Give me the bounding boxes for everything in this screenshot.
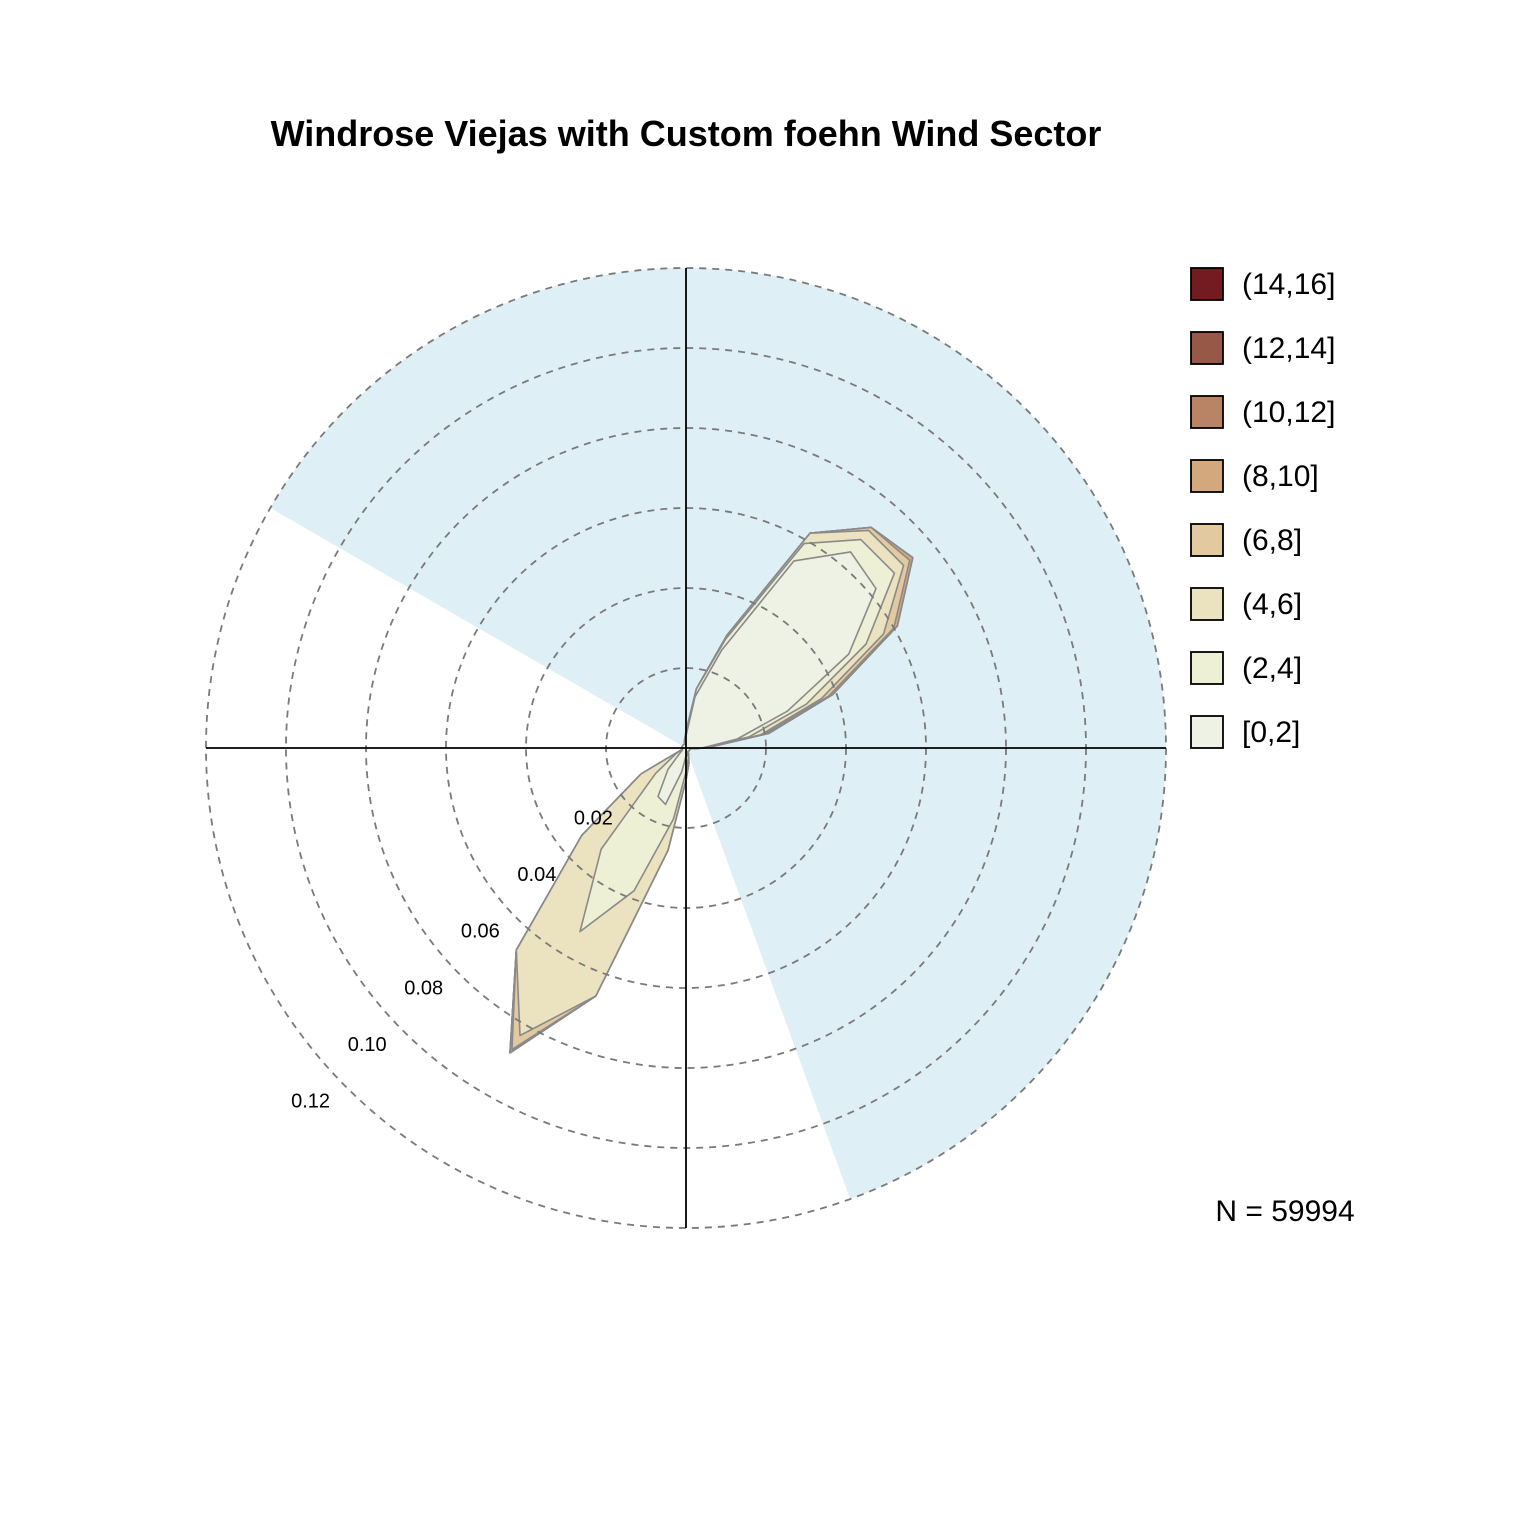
legend-swatch-0: [1190, 267, 1224, 301]
legend-label-5: (4,6]: [1242, 588, 1302, 621]
ring-label-2: 0.06: [461, 921, 500, 943]
legend-swatch-3: [1190, 459, 1224, 493]
legend-label-2: (10,12]: [1242, 396, 1335, 429]
ring-label-3: 0.08: [404, 977, 443, 999]
legend: (14,16] (12,14] (10,12] (8,10] (6,8] (4,6] (2,…: [1190, 267, 1335, 749]
grid-layer: [205, 267, 1167, 1229]
ring-label-1: 0.04: [517, 864, 556, 886]
ring-label-4: 0.10: [348, 1034, 387, 1056]
n-count-label: N = 59994: [1215, 1195, 1354, 1228]
legend-swatch-1: [1190, 331, 1224, 365]
legend-label-4: (6,8]: [1242, 524, 1302, 557]
legend-label-6: (2,4]: [1242, 652, 1302, 685]
legend-swatch-6: [1190, 651, 1224, 685]
legend-label-3: (8,10]: [1242, 460, 1319, 493]
ring-label-layer: 0.02 0.04 0.06 0.08 0.10 0.12: [291, 808, 613, 1113]
legend-swatch-2: [1190, 395, 1224, 429]
chart-title: Windrose Viejas with Custom foehn Wind S…: [271, 113, 1102, 154]
legend-label-0: (14,16]: [1242, 268, 1335, 301]
ring-label-5: 0.12: [291, 1090, 330, 1112]
rose-layer: [509, 526, 914, 1054]
legend-swatch-5: [1190, 587, 1224, 621]
legend-label-7: [0,2]: [1242, 716, 1300, 749]
legend-label-1: (12,14]: [1242, 332, 1335, 365]
legend-swatch-7: [1190, 715, 1224, 749]
legend-swatch-4: [1190, 523, 1224, 557]
ring-label-0: 0.02: [574, 808, 613, 830]
